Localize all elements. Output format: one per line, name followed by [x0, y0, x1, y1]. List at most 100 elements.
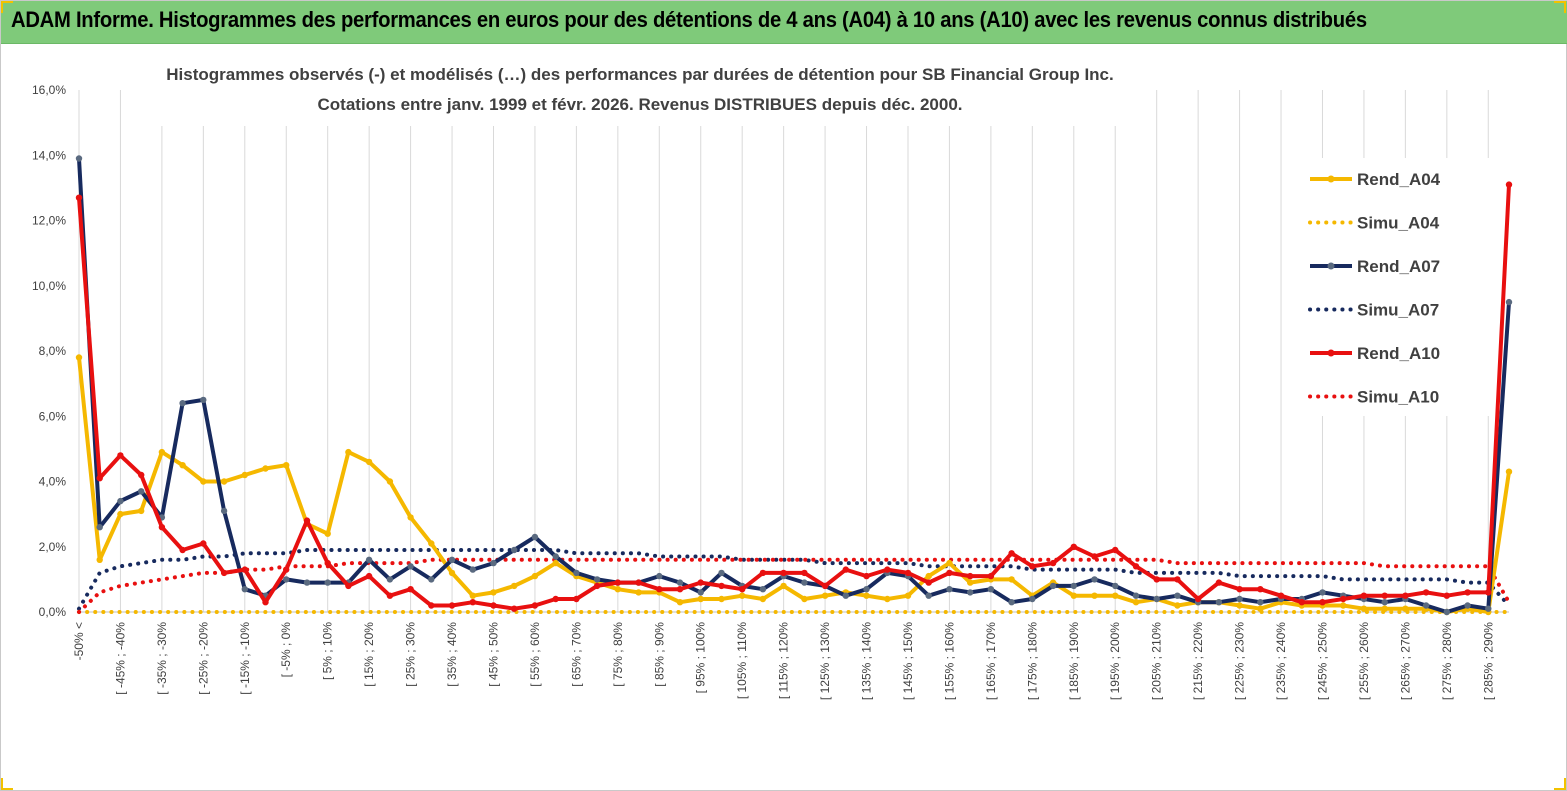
y-tick-label: 14,0%: [32, 148, 66, 162]
point-Rend_A07: [469, 566, 476, 573]
point-Rend_A04: [96, 556, 103, 563]
y-tick-label: 16,0%: [32, 83, 66, 97]
point-Rend_A04: [531, 572, 539, 580]
x-tick-label: [ 165% ; 170%: [984, 622, 998, 700]
legend-item-Rend_A10: Rend_A10: [1310, 344, 1440, 363]
x-tick-label: [ 125% ; 130%: [818, 622, 832, 700]
point-Rend_A07: [511, 546, 518, 554]
point-Rend_A04: [220, 478, 228, 485]
point-Rend_A07: [1132, 592, 1140, 599]
point-Rend_A07: [842, 592, 849, 599]
point-Rend_A04: [345, 448, 352, 456]
legend-marker: [1327, 262, 1335, 270]
report-banner: ADAM Informe. Histogrammes des performan…: [1, 1, 1567, 44]
point-Rend_A04: [1505, 468, 1513, 475]
point-Rend_A10: [1360, 592, 1368, 599]
series-line-Simu_A07: [77, 548, 1511, 611]
point-Rend_A10: [158, 524, 166, 531]
point-Rend_A07: [220, 507, 228, 515]
point-Rend_A07: [1422, 602, 1430, 609]
series-line-Rend_A04: [77, 357, 1511, 614]
point-Rend_A10: [1319, 599, 1326, 606]
point-Rend_A07: [490, 559, 497, 567]
x-tick-label: [ 275% ; 280%: [1440, 622, 1454, 700]
point-Rend_A10: [490, 602, 497, 609]
point-Rend_A10: [1174, 576, 1181, 583]
y-tick-label: 0,0%: [39, 605, 67, 619]
x-tick-label: [ -25% ; -20%: [196, 622, 210, 695]
x-tick-label: [ 255% ; 260%: [1357, 622, 1371, 700]
point-Rend_A10: [303, 517, 311, 524]
point-Rend_A04: [967, 579, 974, 586]
point-Rend_A10: [1112, 546, 1119, 554]
point-Rend_A10: [324, 559, 331, 567]
point-Rend_A10: [75, 194, 83, 201]
point-Rend_A10: [1049, 559, 1057, 567]
point-Rend_A07: [531, 533, 539, 541]
point-Rend_A10: [967, 572, 974, 580]
x-tick-label: [ 45% ; 50%: [486, 622, 500, 687]
point-Rend_A10: [448, 602, 456, 609]
x-tick-label: [ 155% ; 160%: [942, 622, 956, 700]
x-tick-label: [ 285% ; 290%: [1481, 622, 1495, 700]
point-Rend_A10: [1236, 586, 1243, 593]
x-tick-label: [ 25% ; 30%: [404, 622, 418, 687]
point-Rend_A04: [407, 514, 414, 521]
x-tick-label: [ 75% ; 80%: [611, 622, 625, 687]
point-Rend_A04: [904, 592, 912, 599]
chart-title-line-1: Histogrammes observés (-) et modélisés (…: [166, 65, 1114, 84]
point-Rend_A10: [759, 569, 767, 577]
x-tick-label: [ 265% ; 270%: [1398, 622, 1412, 700]
point-Rend_A10: [345, 582, 352, 590]
point-Rend_A04: [552, 559, 559, 567]
point-Rend_A07: [1174, 592, 1181, 599]
series-Rend_A10: [75, 181, 1513, 612]
point-Rend_A10: [1298, 599, 1306, 606]
point-Rend_A10: [1422, 589, 1430, 596]
chart-title-background: [150, 60, 1130, 126]
point-Rend_A04: [365, 458, 373, 466]
point-Rend_A04: [946, 559, 953, 567]
point-Rend_A04: [1132, 599, 1140, 606]
point-Rend_A10: [1194, 595, 1202, 603]
point-Rend_A10: [179, 546, 186, 554]
point-Rend_A04: [739, 592, 746, 599]
point-Rend_A10: [96, 475, 103, 482]
point-Rend_A10: [1091, 553, 1098, 560]
x-tick-label: [ 35% ; 40%: [445, 622, 459, 687]
point-Rend_A07: [759, 586, 767, 593]
point-Rend_A07: [386, 576, 394, 583]
point-Rend_A10: [1464, 589, 1471, 596]
series-line-Rend_A10: [77, 184, 1511, 611]
y-tick-label: 8,0%: [39, 344, 67, 358]
point-Rend_A10: [801, 569, 808, 577]
point-Rend_A04: [448, 569, 456, 577]
report-title: ADAM Informe. Histogrammes des performan…: [11, 7, 1367, 32]
x-tick-label: [ 185% ; 190%: [1067, 622, 1081, 700]
y-tick-label: 4,0%: [39, 475, 67, 489]
point-Rend_A07: [697, 589, 704, 596]
x-tick-label: [ -5% ; 0%: [279, 622, 293, 678]
point-Rend_A10: [241, 566, 248, 573]
legend-item-Rend_A07: Rend_A07: [1310, 257, 1440, 276]
x-tick-label: [ 145% ; 150%: [901, 622, 915, 700]
point-Rend_A07: [1153, 595, 1160, 603]
point-Rend_A04: [780, 582, 787, 590]
y-tick-label: 2,0%: [39, 540, 67, 554]
point-Rend_A10: [1381, 592, 1388, 599]
point-Rend_A07: [1112, 582, 1119, 590]
point-Rend_A10: [884, 566, 891, 573]
point-Rend_A04: [179, 462, 186, 469]
point-Rend_A10: [511, 605, 518, 612]
point-Rend_A10: [552, 595, 559, 603]
point-Rend_A07: [718, 569, 725, 577]
point-Rend_A10: [739, 586, 746, 593]
point-Rend_A10: [407, 586, 414, 593]
x-tick-label: [ 135% ; 140%: [860, 622, 874, 700]
point-Rend_A07: [303, 579, 311, 586]
point-Rend_A10: [200, 540, 207, 547]
point-Rend_A04: [801, 595, 808, 603]
y-tick-label: 10,0%: [32, 279, 66, 293]
y-tick-label: 6,0%: [39, 409, 67, 423]
